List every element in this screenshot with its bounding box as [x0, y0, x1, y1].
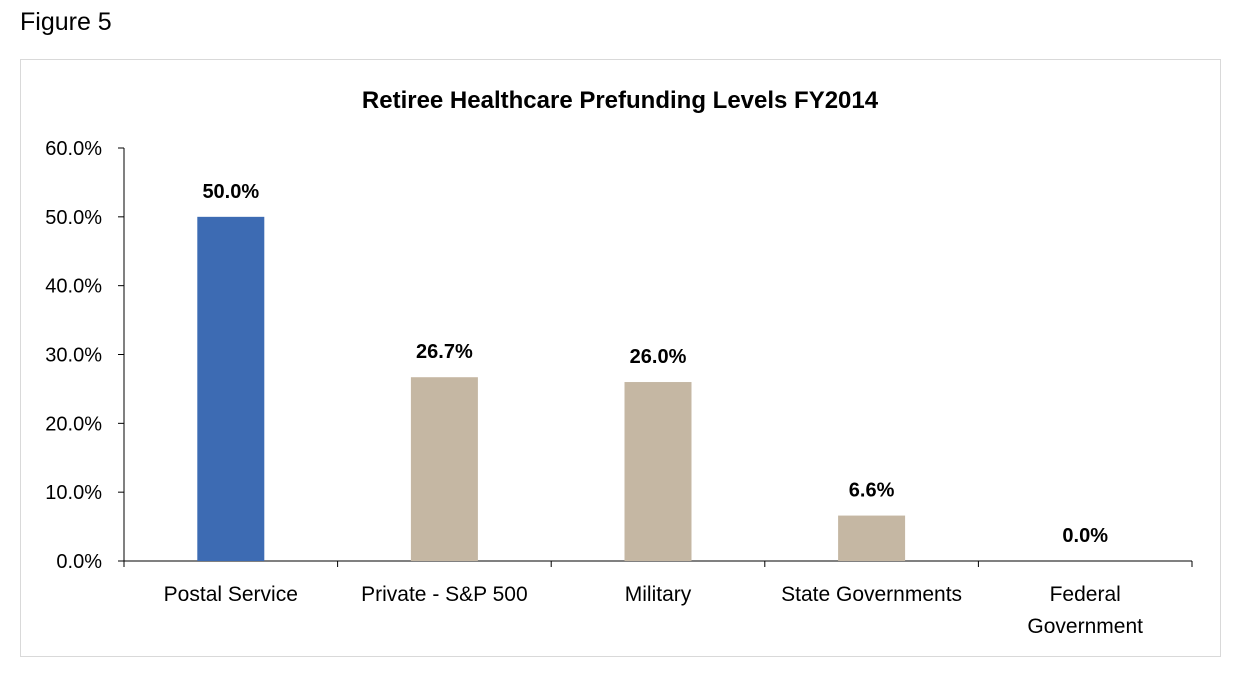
y-tick-label: 10.0% — [45, 482, 102, 504]
data-labels: 50.0% 26.7% 26.0% 6.6% 0.0% — [202, 181, 1108, 547]
chart-title: Retiree Healthcare Prefunding Levels FY2… — [362, 87, 879, 114]
x-category-label: Military — [625, 583, 692, 606]
x-category-label: Postal Service — [164, 583, 298, 606]
bar-value-label: 50.0% — [202, 181, 259, 203]
x-axis: Postal Service Private - S&P 500 Military S… — [123, 560, 1193, 638]
y-tick-label: 40.0% — [45, 276, 102, 298]
bar — [838, 515, 906, 561]
bar-value-label: 26.7% — [416, 341, 473, 363]
x-category-label: State Governments — [781, 583, 962, 606]
y-tick-label: 60.0% — [45, 138, 102, 160]
x-category-label: Private - S&P 500 — [361, 583, 528, 606]
y-tick-label: 20.0% — [45, 413, 102, 435]
bar-value-label: 0.0% — [1062, 525, 1108, 547]
bar — [410, 377, 478, 561]
y-tick-label: 50.0% — [45, 207, 102, 229]
y-axis: 0.0% 10.0% 20.0% 30.0% 40.0% 50.0% 60.0% — [45, 138, 125, 573]
bar-value-label: 26.0% — [630, 346, 687, 368]
y-tick-label: 30.0% — [45, 345, 102, 367]
bar — [624, 382, 692, 561]
bar — [197, 216, 265, 562]
bars — [197, 216, 906, 562]
bar-value-label: 6.6% — [849, 480, 895, 502]
x-category-label: Federal Government — [1027, 583, 1143, 638]
figure-label: Figure 5 — [20, 8, 112, 36]
y-tick-label: 0.0% — [56, 551, 102, 573]
